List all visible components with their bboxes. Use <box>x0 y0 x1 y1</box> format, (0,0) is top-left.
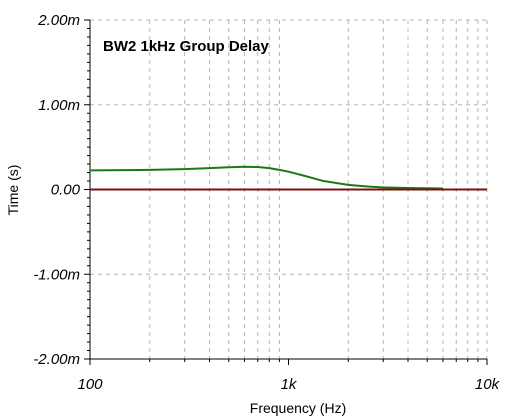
x-tick-label: 1k <box>281 376 298 393</box>
x-tick-label: 10k <box>475 376 501 393</box>
y-tick-label: 2.00m <box>37 12 80 29</box>
chart-title: BW2 1kHz Group Delay <box>103 38 270 55</box>
y-tick-label: -1.00m <box>33 266 80 283</box>
series-line-1 <box>89 165 443 190</box>
y-tick-label: 1.00m <box>38 97 80 114</box>
x-tick-label: 100 <box>77 376 103 393</box>
ticks: 2.00m 1.00m 0.00 -1.00m -2.00m 100 1k 10k <box>33 12 500 393</box>
y-axis-label: Time (s) <box>5 165 21 216</box>
x-axis-label: Frequency (Hz) <box>250 400 346 416</box>
series <box>89 165 487 191</box>
y-tick-label: -2.00m <box>33 351 80 368</box>
y-tick-label: 0.00 <box>51 182 81 199</box>
